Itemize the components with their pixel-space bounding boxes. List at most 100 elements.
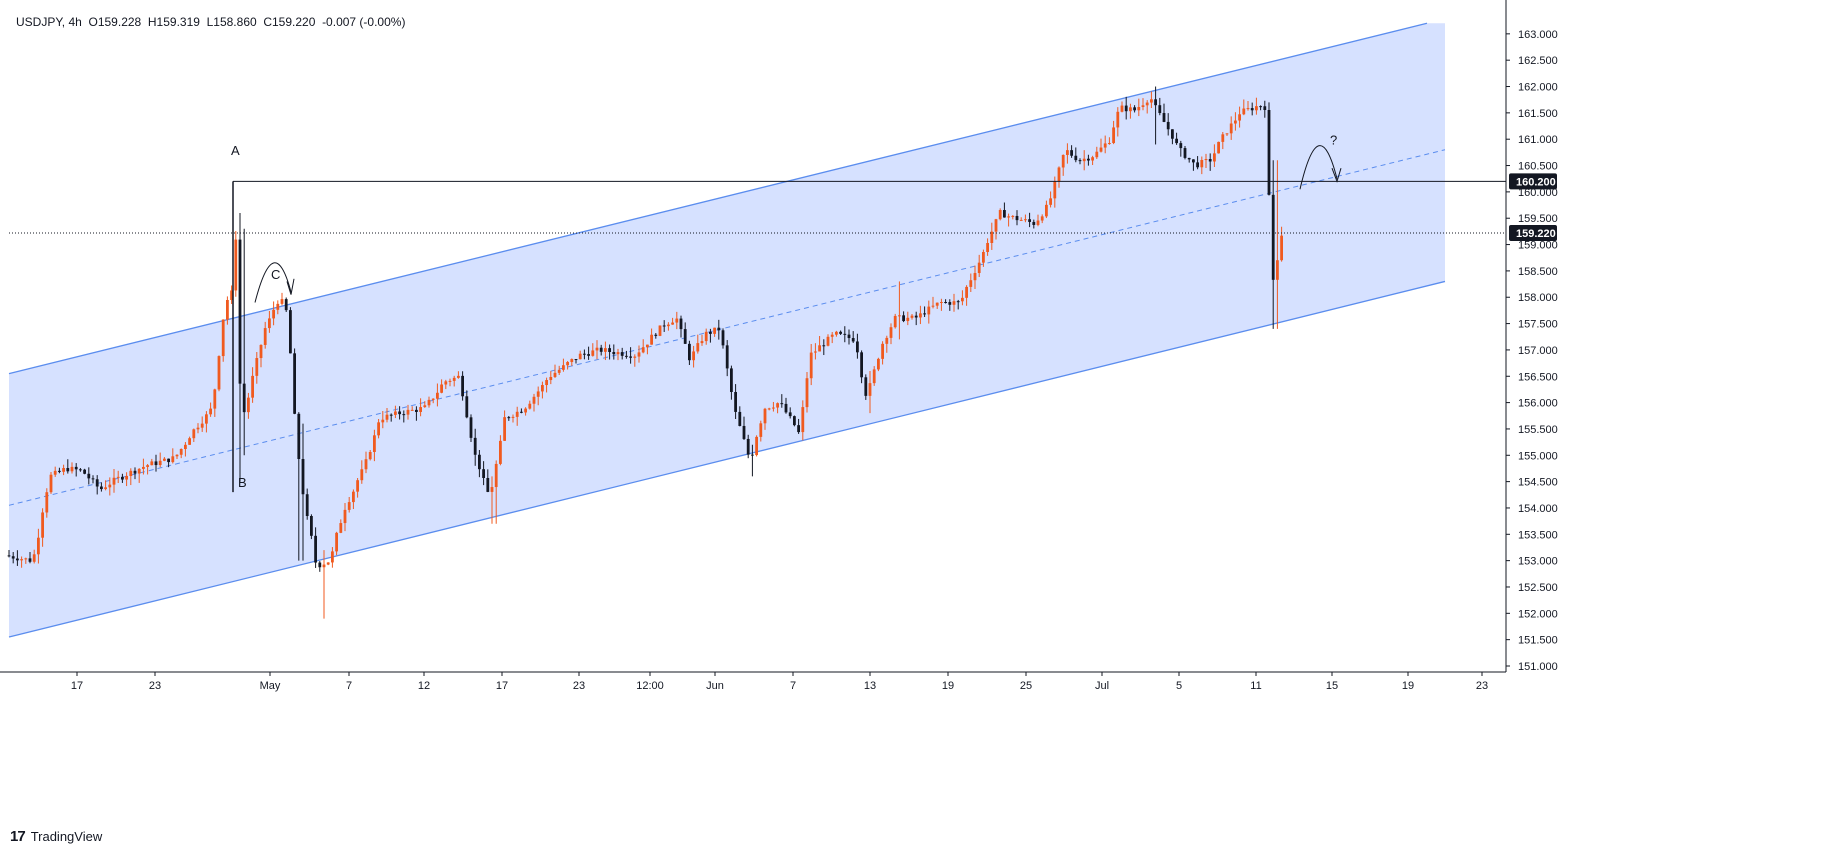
candle-body (906, 317, 910, 322)
candle-body (1162, 113, 1166, 122)
candle-body (524, 408, 527, 413)
candle-body (255, 358, 259, 376)
tradingview-branding[interactable]: 17 TradingView (10, 828, 102, 845)
candle-body (893, 315, 897, 328)
candle-body (931, 305, 935, 307)
candle-body (562, 365, 565, 370)
candle-body (1154, 99, 1157, 106)
candle-body (662, 325, 666, 327)
candle-body (494, 463, 498, 488)
candle-body (49, 474, 53, 493)
candle-body (448, 380, 452, 382)
candle-body (373, 435, 376, 452)
candle-body (125, 475, 128, 480)
candle-body (1263, 106, 1267, 111)
candle-body (721, 330, 725, 346)
channel-fill (9, 23, 1445, 638)
candle-body (385, 414, 389, 420)
time-tick-label: May (260, 680, 281, 692)
time-axis[interactable]: 17 23 May 7 12 17 23 12:00 Jun 7 13 19 25 Jul 5 11 15 19 2… (0, 671, 1506, 692)
candle-body (331, 551, 334, 563)
candle-body (1066, 150, 1069, 155)
candle-body (532, 396, 536, 404)
price-tick-label: 159.000 (1518, 240, 1558, 252)
price-tick-label: 154.000 (1518, 503, 1558, 515)
candle-body (1158, 105, 1162, 114)
candle-body (234, 239, 238, 291)
time-tick-label: 11 (1250, 680, 1261, 692)
price-tick-label: 153.500 (1518, 529, 1558, 541)
candle-body (1078, 160, 1082, 162)
candle-body (389, 414, 393, 416)
candle-body (755, 436, 758, 456)
candle-body (1238, 114, 1241, 121)
candle-body (1129, 107, 1132, 112)
high-value: H159.319 (147, 15, 200, 29)
candle-body (822, 345, 826, 347)
chart-drawings: A B C? (9, 132, 1506, 493)
candle-body (1070, 150, 1073, 156)
candle-body (1246, 108, 1250, 110)
candle-body (179, 449, 183, 455)
time-tick-label: 23 (573, 680, 585, 692)
candle-body (730, 368, 733, 392)
candle-body (41, 512, 44, 538)
candle-body (763, 408, 767, 424)
candle-body (352, 491, 355, 503)
time-tick-label: 7 (346, 680, 352, 692)
price-tick-label: 156.500 (1518, 371, 1558, 383)
candle-body (809, 352, 813, 379)
candle-body (965, 286, 968, 298)
candle-body (478, 454, 481, 470)
candle-body (339, 523, 343, 533)
candle-body (536, 391, 540, 397)
candle-body (238, 239, 242, 384)
candle-body (990, 231, 994, 243)
candle-body (7, 555, 11, 557)
candle-body (784, 403, 788, 413)
candle-body (482, 469, 485, 479)
candle-body (1045, 204, 1048, 217)
candle-body (1007, 216, 1010, 218)
candle-body (583, 353, 586, 355)
candle-body (1015, 215, 1019, 221)
candle-body (465, 396, 469, 418)
brand-name: TradingView (30, 829, 103, 844)
candle-body (305, 494, 309, 517)
candle-body (1242, 108, 1246, 115)
candle-body (398, 411, 401, 415)
price-axis[interactable]: 151.000 151.500 152.000 152.500 153.000 153.5… (1505, 0, 1558, 673)
candle-body (1011, 215, 1015, 217)
candle-body (1208, 159, 1212, 162)
candle-body (507, 417, 511, 419)
candle-body (87, 473, 91, 479)
candle-body (108, 484, 112, 488)
candle-body (675, 318, 679, 323)
candle-body (272, 309, 275, 319)
candle-body (1053, 181, 1057, 199)
candle-body (247, 397, 250, 413)
time-tick-label: Jul (1095, 680, 1109, 692)
time-tick-label: 19 (1402, 680, 1414, 692)
channel-lower-line (8, 280, 1446, 638)
candle-body (935, 302, 939, 306)
candle-body (83, 469, 86, 474)
price-tick-label: 152.500 (1518, 582, 1558, 594)
candle-body (1103, 143, 1107, 148)
candle-body (364, 459, 368, 470)
candle-body (469, 417, 473, 438)
candle-body (318, 562, 322, 568)
candle-body (188, 438, 191, 445)
candle-body (751, 454, 754, 456)
candle-body (1082, 158, 1086, 162)
candle-body (961, 297, 964, 302)
candle-body (11, 556, 15, 559)
candle-body (520, 411, 523, 413)
candle-body (1099, 147, 1103, 152)
candle-body (713, 327, 716, 334)
candle-body (217, 356, 221, 390)
candle-body (776, 403, 779, 408)
candle-body (860, 352, 863, 378)
candle-body (486, 478, 490, 492)
